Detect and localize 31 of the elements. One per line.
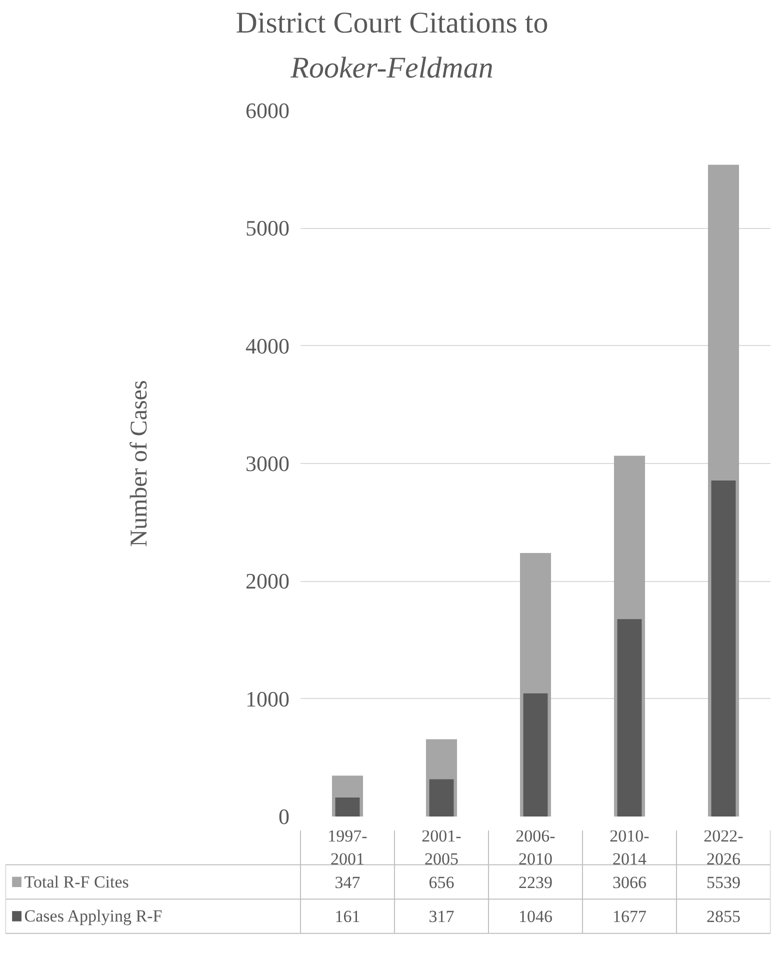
data-label: 3066: [612, 872, 646, 892]
y-tick-label: 2000: [246, 568, 290, 594]
data-label: 317: [428, 907, 455, 926]
y-axis-title: Number of Cases: [126, 380, 152, 547]
y-tick-label: 1000: [246, 686, 290, 712]
legend-label: Total R-F Cites: [24, 872, 129, 892]
y-tick-label: 6000: [246, 98, 290, 123]
y-tick-label: 4000: [246, 333, 290, 358]
x-tick-label: 2001-2005: [422, 826, 462, 869]
legend-label: Cases Applying R-F: [24, 906, 162, 926]
bar: [335, 798, 360, 816]
data-label: 161: [334, 907, 360, 926]
bar: [523, 693, 548, 816]
data-label: 5539: [706, 872, 740, 892]
x-tick-label: 1997-2001: [328, 826, 368, 869]
y-tick-label: 5000: [246, 216, 290, 241]
bar: [429, 779, 454, 816]
data-label: 347: [334, 872, 361, 892]
y-tick-label: 0: [278, 804, 290, 829]
data-label: 1046: [518, 907, 552, 926]
x-tick-label: 2006-2010: [516, 826, 556, 869]
data-label: 2855: [706, 907, 740, 926]
x-tick-label: 2022-2026: [704, 826, 744, 869]
y-tick-label: 3000: [246, 451, 290, 476]
data-label: 1677: [612, 907, 647, 926]
chart-title: District Court Citations to Rooker-Feldman: [236, 6, 548, 84]
bar: [711, 480, 736, 816]
data-label: 2239: [518, 872, 552, 892]
bar: [617, 619, 642, 816]
data-label: 656: [428, 872, 454, 892]
x-tick-label: 2010-2014: [610, 826, 650, 869]
